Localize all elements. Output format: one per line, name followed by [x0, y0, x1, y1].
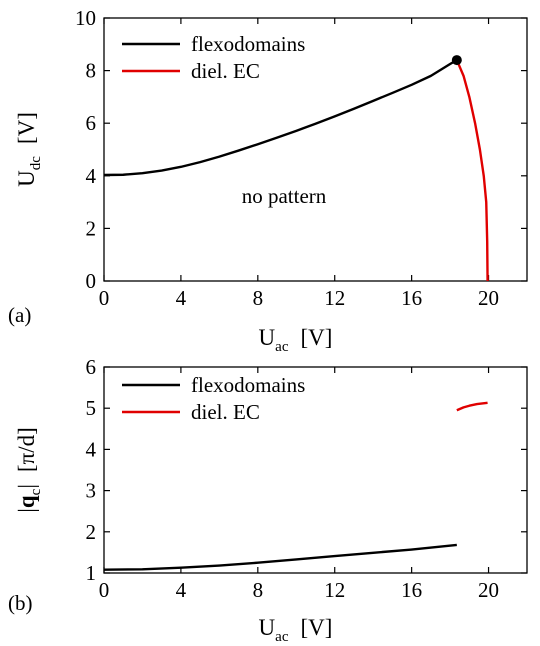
panel-a-ytick-label: 10: [75, 6, 96, 30]
panel-b-ytick-label: 5: [86, 396, 97, 420]
panel-b-ytick-label: 1: [86, 561, 97, 585]
panel-b-ytick-label: 2: [86, 520, 97, 544]
panel-b-xaxis-label: Uac [V]: [259, 615, 333, 645]
panel-a-xaxis-label: Uac [V]: [259, 325, 333, 355]
panel-a-junction-point: [451, 55, 462, 66]
panel-a-legend-label-flexodomains: flexodomains: [191, 32, 305, 56]
panel-a-xtick-label: 20: [478, 286, 499, 310]
panel-a-plot-frame: [103, 17, 528, 282]
panel-a-ytick-label: 8: [86, 59, 97, 83]
panel-b-plot-frame: [103, 366, 528, 574]
panel-b-series-flexodomains: [103, 543, 457, 571]
panel-a-xtick-label: 16: [401, 286, 422, 310]
panel-a-legend: flexodomains diel. EC: [122, 32, 305, 83]
panel-a-series-flexodomains: [103, 59, 458, 177]
no-pattern-annotation: no pattern: [242, 184, 327, 208]
panel-b-xtick-label: 20: [478, 578, 499, 602]
panel-b-ytick-label: 3: [86, 479, 97, 503]
panel-a-ytick-label: 4: [86, 164, 97, 188]
panel-a-ytick-label: 2: [86, 216, 97, 240]
panel-b-xtick-label: 8: [253, 578, 264, 602]
panel-b-series-diel-ec: [456, 401, 488, 412]
panel-a-xtick-label: 12: [324, 286, 345, 310]
panel-a-xtick-label: 0: [99, 286, 110, 310]
panel-b-legend-label-flexodomains: flexodomains: [191, 373, 305, 397]
panel-b-label: (b): [8, 591, 33, 615]
panel-b-xtick-label: 4: [176, 578, 187, 602]
panel-a-yaxis-label: Udc[V]: [14, 112, 44, 187]
panel-a-series-diel-ec: [455, 59, 489, 282]
panel-a-label: (a): [8, 303, 31, 327]
panel-b-xtick-label: 12: [324, 578, 345, 602]
panel-a-legend-label-diel-ec: diel. EC: [191, 59, 260, 83]
panel-a-ytick-label: 0: [86, 269, 97, 293]
panel-a-xtick-label: 8: [253, 286, 264, 310]
panel-a-xtick-label: 4: [176, 286, 187, 310]
panel-b-legend: flexodomains diel. EC: [122, 373, 305, 424]
panel-b-ytick-label: 6: [86, 355, 97, 379]
panel-b-xtick-label: 0: [99, 578, 110, 602]
panel-a-chart: 0 4 8 12 16 20 0 2 4 6 8 10 Uac [V] Udc[V] flexodomain…: [8, 6, 528, 355]
panel-b-ytick-label: 4: [86, 437, 97, 461]
panel-b-xtick-label: 16: [401, 578, 422, 602]
panel-b-legend-label-diel-ec: diel. EC: [191, 400, 260, 424]
panel-a-ytick-label: 6: [86, 111, 97, 135]
panel-b-yaxis-label: |qc|[π/d]: [14, 427, 44, 513]
